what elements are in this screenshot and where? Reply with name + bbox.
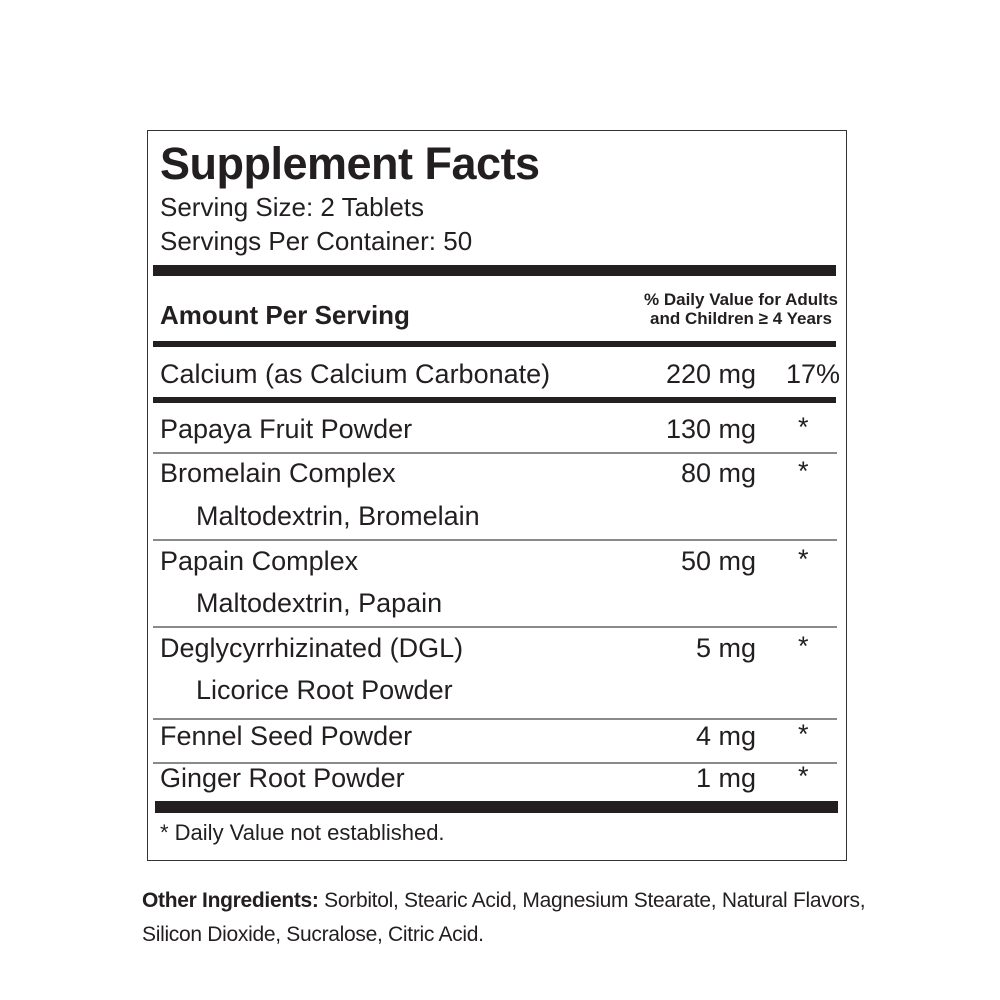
ingredient-dv: * bbox=[798, 761, 809, 791]
ingredient-dv: * bbox=[798, 456, 809, 486]
calcium-divider bbox=[153, 397, 836, 403]
amount-per-serving-header: Amount Per Serving bbox=[160, 300, 410, 330]
row-divider bbox=[153, 452, 837, 454]
calcium-name: Calcium (as Calcium Carbonate) bbox=[160, 359, 551, 389]
ingredient-amount: 50 mg bbox=[680, 546, 756, 576]
dv-header-line2: and Children ≥ 4 Years bbox=[650, 309, 832, 328]
ingredient-name: Ginger Root Powder bbox=[160, 763, 405, 793]
ingredient-name: Papain Complex bbox=[160, 546, 359, 576]
ingredient-amount: 5 mg bbox=[695, 633, 756, 663]
servings-per-container: Servings Per Container: 50 bbox=[160, 226, 473, 256]
ingredient-dv: * bbox=[798, 412, 809, 442]
ingredient-sub: Maltodextrin, Bromelain bbox=[196, 501, 480, 531]
ingredient-amount: 1 mg bbox=[695, 763, 756, 793]
ingredient-name: Fennel Seed Powder bbox=[160, 721, 413, 751]
calcium-amount: 220 mg bbox=[665, 359, 756, 389]
row-divider bbox=[153, 539, 837, 541]
thick-divider bbox=[153, 265, 836, 276]
calcium-dv: 17% bbox=[785, 359, 840, 389]
ingredient-amount: 80 mg bbox=[680, 458, 756, 488]
bottom-thick-divider bbox=[155, 801, 838, 813]
serving-size: Serving Size: 2 Tablets bbox=[160, 192, 424, 222]
supplement-facts-panel bbox=[147, 130, 847, 861]
ingredient-name: Bromelain Complex bbox=[160, 458, 396, 488]
ingredient-name: Papaya Fruit Powder bbox=[160, 414, 413, 444]
ingredient-dv: * bbox=[798, 719, 809, 749]
ingredient-sub: Maltodextrin, Papain bbox=[196, 588, 443, 618]
other-ingredients-text: Sorbitol, Stearic Acid, Magnesium Steara… bbox=[142, 889, 866, 946]
panel-title: Supplement Facts bbox=[160, 138, 540, 189]
ingredient-dv: * bbox=[798, 544, 809, 574]
other-ingredients-label: Other Ingredients: bbox=[142, 889, 319, 912]
daily-value-header: % Daily Value for Adults and Children ≥ … bbox=[644, 290, 838, 328]
footnote: * Daily Value not established. bbox=[160, 820, 445, 845]
row-divider bbox=[153, 626, 837, 628]
row-divider bbox=[153, 762, 837, 764]
row-divider bbox=[153, 718, 837, 720]
dv-header-line1: % Daily Value for Adults bbox=[644, 290, 838, 309]
ingredient-dv: * bbox=[798, 631, 809, 661]
ingredient-amount: 130 mg bbox=[665, 414, 756, 444]
ingredient-name: Deglycyrrhizinated (DGL) bbox=[160, 633, 464, 663]
ingredient-sub: Licorice Root Powder bbox=[196, 675, 453, 705]
other-ingredients: Other Ingredients: Sorbitol, Stearic Aci… bbox=[142, 884, 902, 952]
header-divider bbox=[153, 341, 836, 347]
ingredient-amount: 4 mg bbox=[695, 721, 756, 751]
